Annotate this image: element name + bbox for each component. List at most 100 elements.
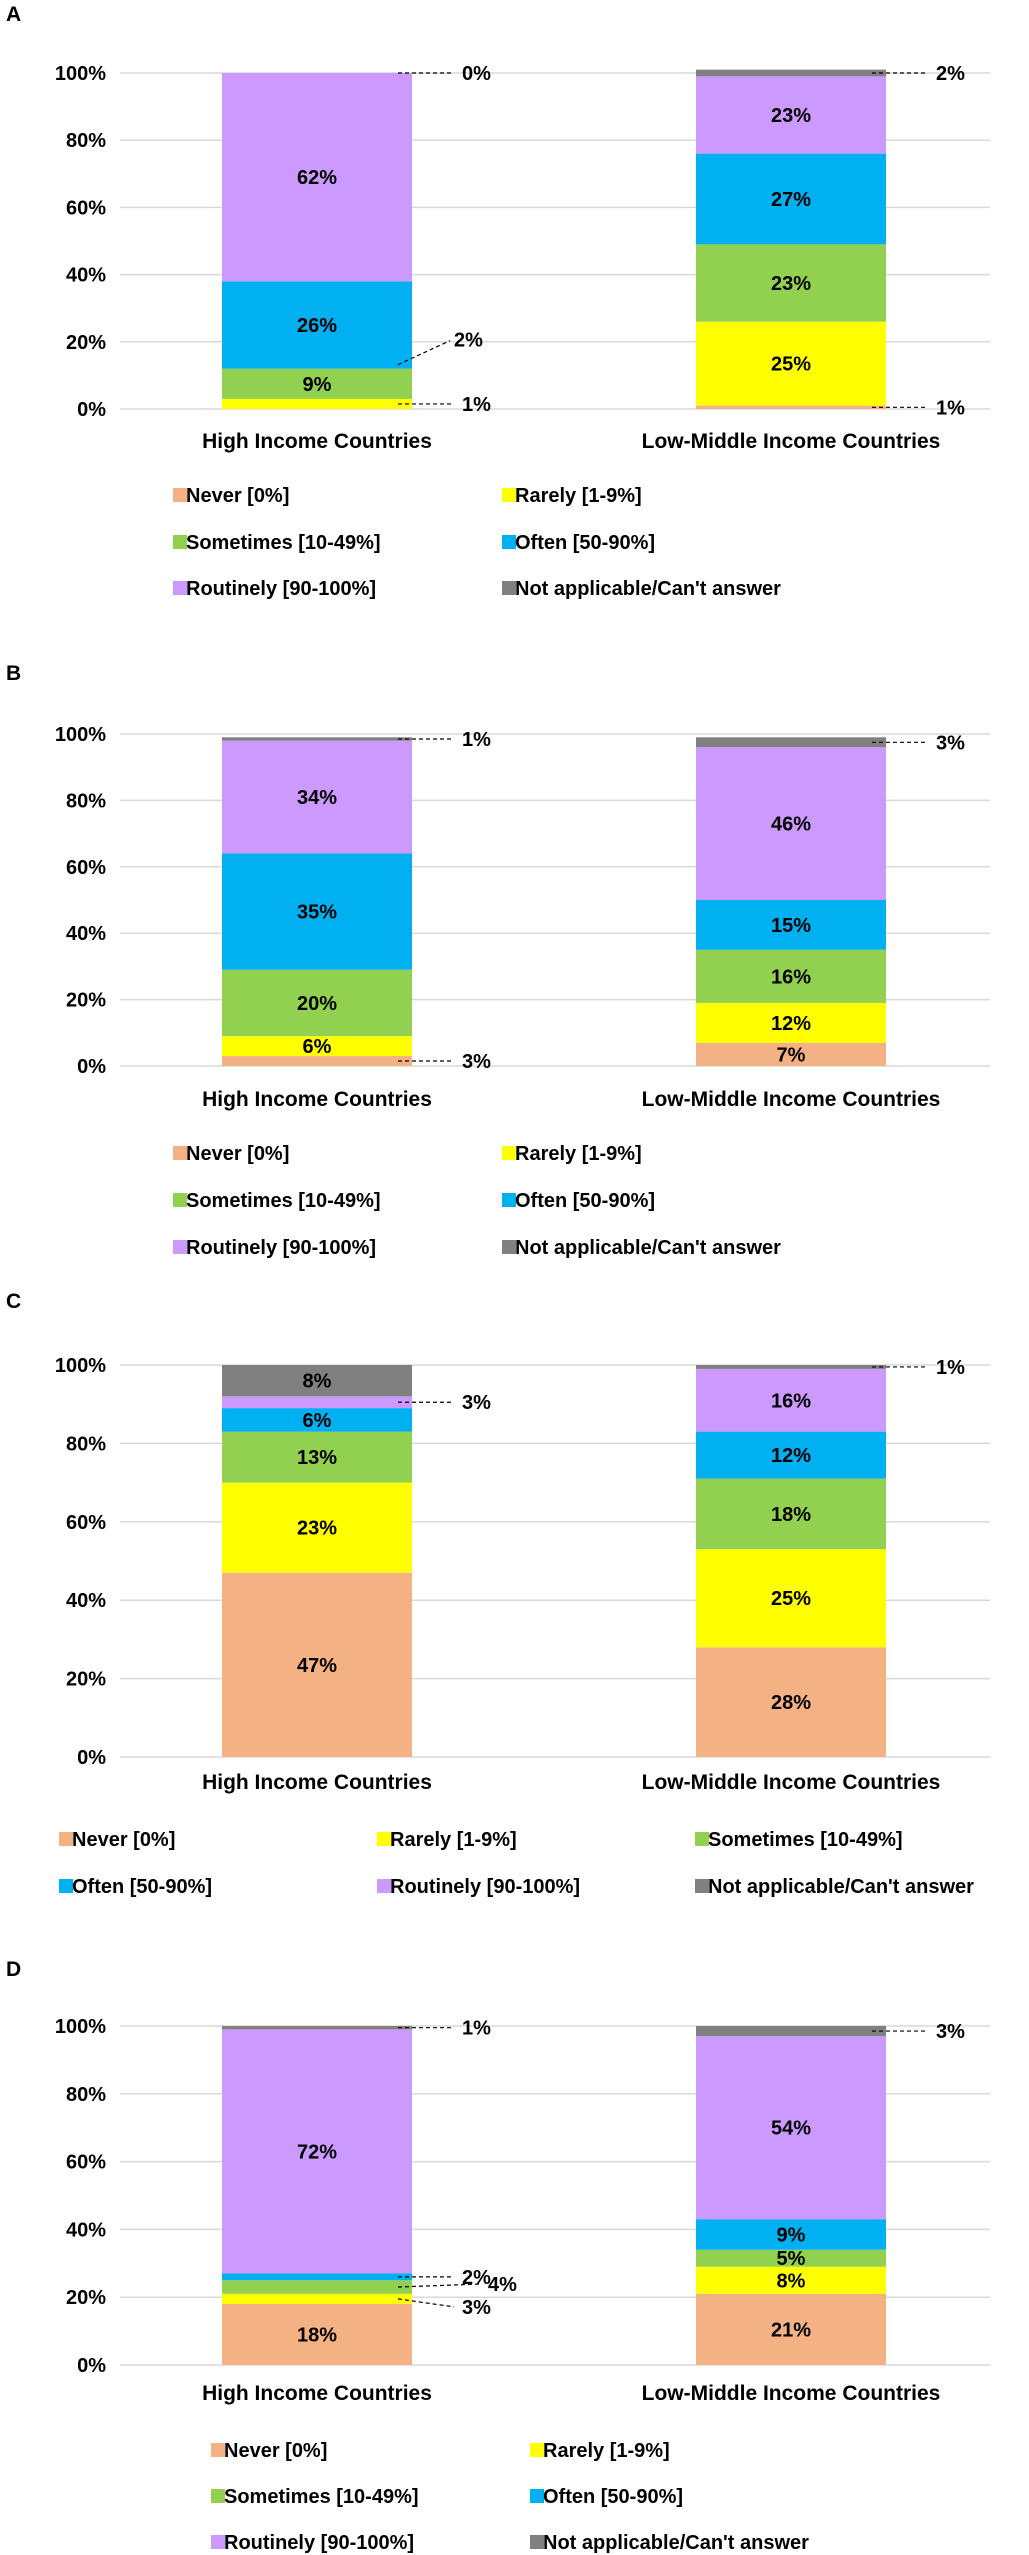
panel-c-data-label: 8% xyxy=(303,1371,332,1393)
panel-c-legend-swatch xyxy=(59,1832,73,1846)
panel-d-bar-1-segment-0 xyxy=(696,2293,886,2365)
panel-d-data-label: 9% xyxy=(777,2224,806,2246)
panel-a-bar-1-segment-2 xyxy=(696,244,886,322)
panel-b-bar-0-segment-0 xyxy=(222,1056,412,1066)
panel-d-data-label: 21% xyxy=(771,2319,811,2341)
panel-c-data-label: 47% xyxy=(297,1655,337,1677)
panel-d-legend-swatch xyxy=(211,2489,225,2503)
panel-b-data-label: 46% xyxy=(771,814,811,836)
panel-c-data-label: 23% xyxy=(297,1518,337,1540)
panel-c-bar-1-segment-1 xyxy=(696,1549,886,1648)
panel-d-leader-line xyxy=(397,2298,455,2308)
panel-c-category-label: High Income Countries xyxy=(202,1771,432,1794)
panel-b-bar-0-segment-5 xyxy=(222,737,412,741)
panel-c-legend-label: Routinely [90-100%] xyxy=(390,1876,580,1898)
panel-d-ytick-label: 20% xyxy=(66,2287,106,2309)
panel-a-bar-1-segment-4 xyxy=(696,76,886,154)
panel-a-category-label: High Income Countries xyxy=(202,430,432,453)
panel-d-ytick-label: 60% xyxy=(66,2152,106,2174)
panel-d-legend-swatch xyxy=(211,2443,225,2457)
panel-a-legend-swatch xyxy=(173,581,187,595)
panel-c-data-label: 12% xyxy=(771,1445,811,1467)
panel-c-legend-swatch xyxy=(377,1879,391,1893)
panel-b-bar-1-segment-0 xyxy=(696,1042,886,1066)
panel-c-ytick-label: 80% xyxy=(66,1433,106,1455)
panel-c-data-label: 16% xyxy=(771,1390,811,1412)
panel-d-bar-0-segment-3 xyxy=(222,2273,412,2281)
panel-d-data-label: 1% xyxy=(462,2018,491,2040)
panel-a-data-label: 2% xyxy=(936,63,965,85)
panel-a-legend-label: Sometimes [10-49%] xyxy=(186,532,381,554)
panel-a-bar-0-segment-1 xyxy=(222,398,412,409)
panel-c-bar-0-segment-1 xyxy=(222,1482,412,1573)
panel-c-ytick-label: 20% xyxy=(66,1669,106,1691)
panel-d-ytick-label: 100% xyxy=(55,2016,106,2038)
panel-d-bar-0-segment-5 xyxy=(222,2026,412,2030)
panel-b-legend-swatch xyxy=(502,1146,516,1160)
panel-d-legend-label: Rarely [1-9%] xyxy=(543,2440,670,2462)
panel-a-legend-swatch xyxy=(502,581,516,595)
panel-b-legend-label: Never [0%] xyxy=(186,1143,289,1165)
panel-c-bar-0-segment-5 xyxy=(222,1365,412,1397)
panel-c-data-label: 13% xyxy=(297,1447,337,1469)
panel-d-legend-label: Often [50-90%] xyxy=(543,2486,683,2508)
panel-d-data-label: 8% xyxy=(777,2270,806,2292)
panel-b-category-label: Low-Middle Income Countries xyxy=(642,1088,941,1111)
panel-b-data-label: 16% xyxy=(771,966,811,988)
panel-c-legend-label: Never [0%] xyxy=(72,1829,175,1851)
panel-c-data-label: 25% xyxy=(771,1588,811,1610)
panel-b-bar-1-segment-5 xyxy=(696,737,886,748)
panel-a-letter: A xyxy=(6,3,21,26)
panel-d-ytick-label: 40% xyxy=(66,2219,106,2241)
panel-b-data-label: 3% xyxy=(936,732,965,754)
panel-d-data-label: 2% xyxy=(462,2267,491,2289)
panel-b-category-label: High Income Countries xyxy=(202,1088,432,1111)
panel-b-legend-label: Not applicable/Can't answer xyxy=(515,1237,781,1259)
panel-b-bar-0-segment-1 xyxy=(222,1036,412,1057)
panel-b-bar-0-segment-3 xyxy=(222,853,412,970)
panel-c-ytick-label: 0% xyxy=(77,1747,106,1769)
panel-c-ytick-label: 100% xyxy=(55,1355,106,1377)
panel-b-legend-swatch xyxy=(502,1193,516,1207)
panel-d-bar-1-segment-5 xyxy=(696,2026,886,2037)
panel-c-category-label: Low-Middle Income Countries xyxy=(642,1771,941,1794)
panel-c-bar-0-segment-3 xyxy=(222,1408,412,1432)
panel-b-data-label: 12% xyxy=(771,1013,811,1035)
panel-b-ytick-label: 60% xyxy=(66,857,106,879)
panel-a-bar-0-segment-4 xyxy=(222,73,412,282)
panel-b-ytick-label: 0% xyxy=(77,1056,106,1078)
panel-d-bar-1-segment-4 xyxy=(696,2036,886,2220)
panel-b-ytick-label: 80% xyxy=(66,790,106,812)
panel-a-ytick-label: 60% xyxy=(66,197,106,219)
panel-b-ytick-label: 40% xyxy=(66,923,106,945)
panel-d-data-label: 3% xyxy=(936,2021,965,2043)
panel-a-data-label: 25% xyxy=(771,354,811,376)
panel-b-data-label: 7% xyxy=(777,1044,806,1066)
panel-b-legend-label: Sometimes [10-49%] xyxy=(186,1190,381,1212)
panel-c-bar-1-segment-4 xyxy=(696,1368,886,1432)
panel-c-legend-label: Sometimes [10-49%] xyxy=(708,1829,903,1851)
panel-a-data-label: 62% xyxy=(297,167,337,189)
panel-b-legend-label: Routinely [90-100%] xyxy=(186,1237,376,1259)
panel-d-bar-1-segment-2 xyxy=(696,2249,886,2267)
panel-a-ytick-label: 80% xyxy=(66,130,106,152)
panel-d-ytick-label: 0% xyxy=(77,2355,106,2377)
panel-d-data-label: 3% xyxy=(462,2297,491,2319)
panel-d-legend-label: Never [0%] xyxy=(224,2440,327,2462)
panel-a-category-label: Low-Middle Income Countries xyxy=(642,430,941,453)
panel-a-data-label: 23% xyxy=(771,105,811,127)
panel-d-legend-label: Sometimes [10-49%] xyxy=(224,2486,419,2508)
panel-d-data-label: 4% xyxy=(488,2274,517,2296)
panel-b-data-label: 6% xyxy=(303,1036,332,1058)
panel-b-legend-label: Rarely [1-9%] xyxy=(515,1143,642,1165)
panel-b-ytick-label: 20% xyxy=(66,990,106,1012)
panel-c-data-label: 28% xyxy=(771,1692,811,1714)
panel-b-legend-swatch xyxy=(173,1193,187,1207)
panel-b-data-label: 20% xyxy=(297,993,337,1015)
panel-c-legend-swatch xyxy=(377,1832,391,1846)
panel-c-data-label: 1% xyxy=(936,1357,965,1379)
panel-d-data-label: 18% xyxy=(297,2324,337,2346)
panel-a-data-label: 27% xyxy=(771,189,811,211)
panel-a-data-label: 9% xyxy=(303,374,332,396)
panel-d-bar-0-segment-2 xyxy=(222,2280,412,2294)
